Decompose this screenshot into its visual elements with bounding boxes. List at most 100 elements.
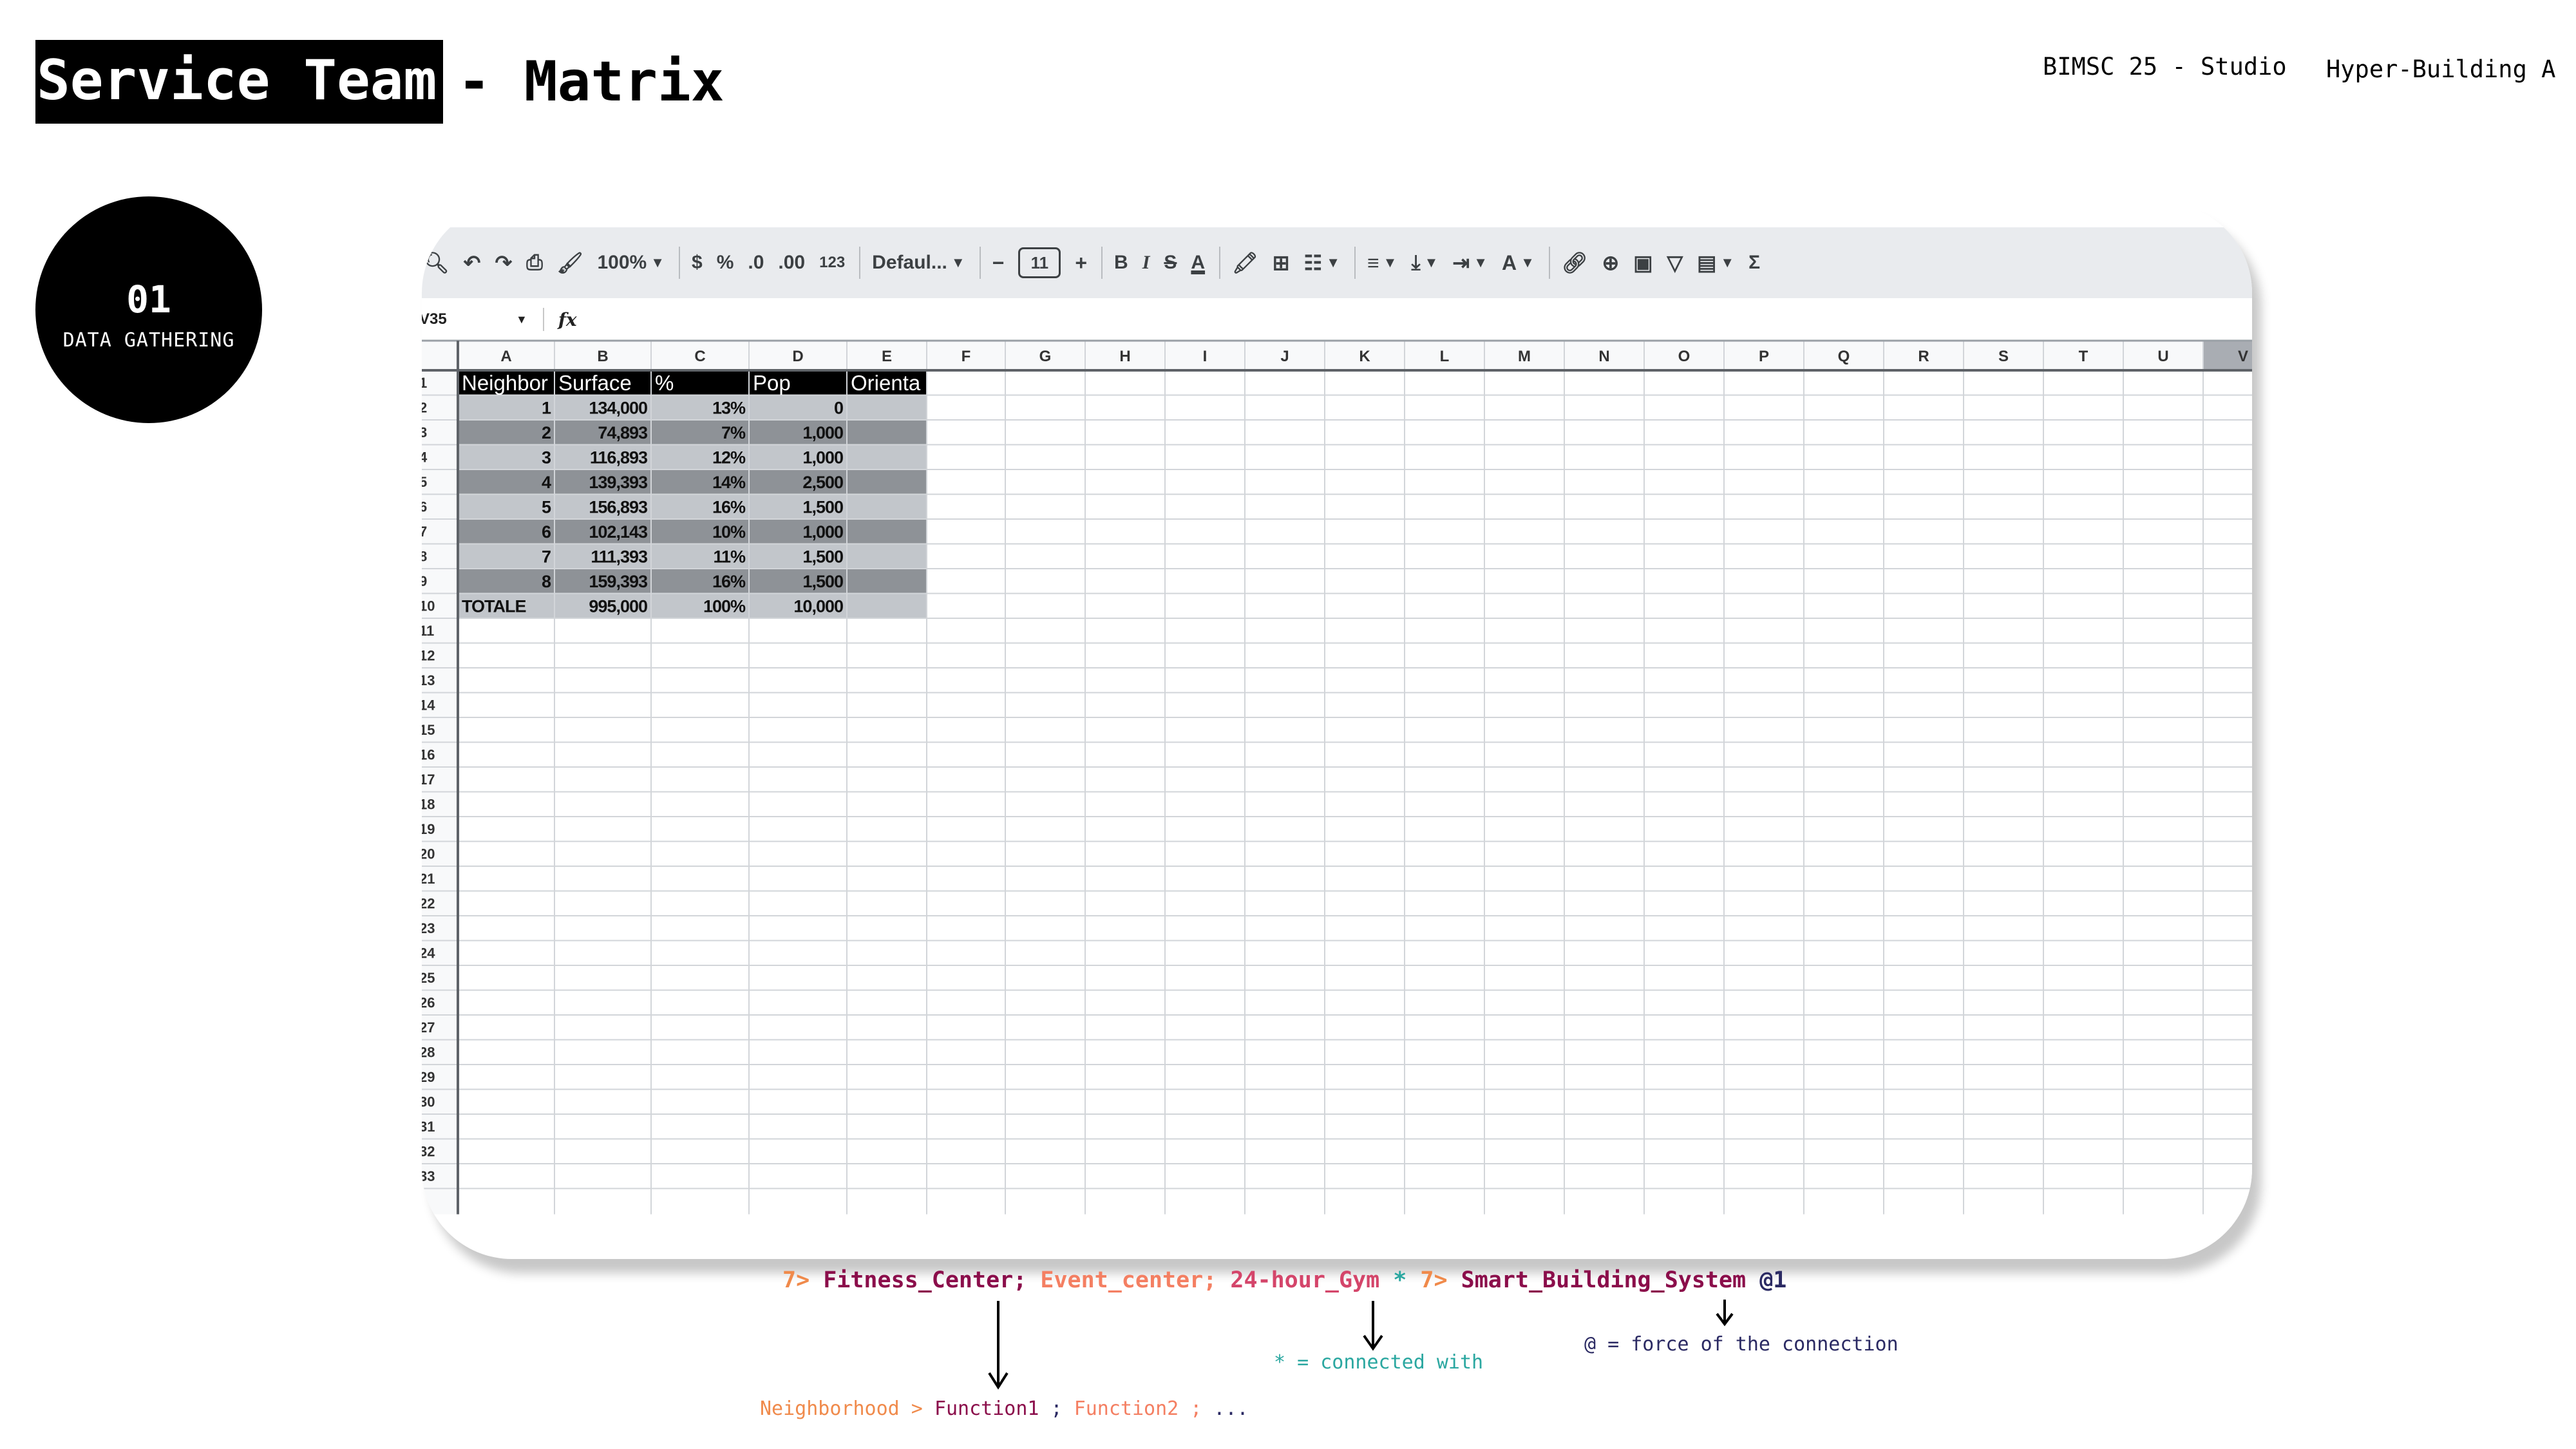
table-cell: 0: [834, 399, 843, 418]
print-icon[interactable]: ⎙: [526, 251, 543, 274]
row-header-label: 26: [422, 995, 435, 1011]
table-row-fill: [458, 569, 927, 594]
font-size-input[interactable]: 11: [1018, 247, 1061, 278]
filter-icon[interactable]: ▽: [1667, 251, 1683, 274]
connected-with-note: * = connected with: [1274, 1351, 1484, 1374]
table-header-cell: %: [655, 371, 674, 395]
row-header-label: 9: [422, 573, 427, 589]
table-cell: 16%: [712, 498, 746, 517]
text-wrap-icon[interactable]: ⇥ ▼: [1452, 251, 1488, 274]
table-cell: 111,393: [591, 547, 648, 567]
align-left-icon[interactable]: ≡ ▼: [1367, 251, 1397, 274]
table-row-fill: [458, 519, 927, 544]
vertical-align-icon[interactable]: ⤓ ▼: [1411, 251, 1439, 274]
row-header-label: 30: [422, 1094, 435, 1110]
table-header-cell: Pop: [753, 371, 791, 395]
comment-icon[interactable]: ⊕: [1602, 251, 1620, 274]
zoom-select[interactable]: 100% ▼: [597, 243, 665, 282]
percent-button[interactable]: %: [716, 252, 734, 273]
number-format-button[interactable]: 123: [819, 254, 846, 271]
section-label: DATA GATHERING: [62, 328, 235, 352]
functions-button[interactable]: Σ: [1748, 252, 1761, 273]
syntax-function2: Event_center;: [1027, 1267, 1217, 1293]
row-header-label: 13: [422, 672, 435, 688]
syntax-target: Smart_Building_System: [1461, 1267, 1747, 1293]
project-label: Hyper-Building A: [2326, 55, 2556, 83]
row-header-label: 2: [422, 400, 427, 416]
sheet-toolbar: 🔍︎ ↶ ↷ ⎙ 🖌︎ 100% ▼ $ % .0 .00 123 Defaul.…: [422, 227, 2252, 298]
spreadsheet-grid[interactable]: A B C D E F G H I J K L M N O P Q R S T U V123456789101112131…: [422, 203, 2252, 1246]
table-cell: 7%: [721, 423, 746, 442]
row-header-label: 33: [422, 1168, 435, 1184]
down-arrow-icon: [1363, 1301, 1383, 1351]
syntax-legend: Neighborhood > Function1 ; Function2 ; .…: [760, 1397, 1249, 1420]
table-cell: 1,000: [802, 448, 843, 468]
italic-button[interactable]: I: [1142, 252, 1150, 273]
search-icon[interactable]: 🔍︎: [423, 251, 450, 274]
bold-button[interactable]: B: [1114, 252, 1128, 273]
force-note: @ = force of the connection: [1584, 1333, 1899, 1356]
toolbar-divider: [679, 247, 680, 279]
column-header-label: S: [1998, 348, 2009, 365]
column-header-label: J: [1280, 348, 1289, 365]
table-header-cell: Neighbor: [462, 371, 548, 395]
row-header-label: 27: [422, 1019, 435, 1036]
legend-ellipsis: ...: [1202, 1397, 1249, 1420]
syntax-prefix2: 7>: [1420, 1267, 1461, 1293]
undo-icon[interactable]: ↶: [463, 251, 481, 274]
row-header-label: 16: [422, 747, 435, 763]
chevron-down-icon[interactable]: ▼: [516, 312, 527, 326]
filter-views-icon[interactable]: ▤ ▼: [1697, 251, 1735, 274]
column-header-label: O: [1678, 348, 1690, 365]
text-rotation-icon[interactable]: A ▼: [1501, 251, 1535, 274]
table-cell: 1,500: [802, 498, 843, 517]
course-label: BIMSC 25 - Studio: [2043, 53, 2287, 80]
row-header-label: 18: [422, 797, 435, 813]
toolbar-divider: [1219, 247, 1221, 279]
row-header-label: 21: [422, 871, 435, 887]
column-header-label: A: [500, 348, 511, 365]
decrease-decimal-button[interactable]: .0: [748, 252, 764, 273]
merge-cells-icon[interactable]: ☷ ▼: [1303, 251, 1340, 274]
row-header-label: 31: [422, 1119, 435, 1135]
font-size-decrease-button[interactable]: −: [992, 251, 1005, 274]
redo-icon[interactable]: ↷: [495, 251, 513, 274]
chevron-down-icon: ▼: [1720, 254, 1735, 270]
borders-icon[interactable]: ⊞: [1272, 251, 1290, 274]
font-size-increase-button[interactable]: +: [1075, 251, 1088, 274]
strikethrough-button[interactable]: S: [1164, 252, 1177, 273]
table-cell: 2,500: [802, 473, 843, 492]
paint-format-icon[interactable]: 🖌︎: [556, 251, 583, 274]
font-select[interactable]: Defaul... ▼: [872, 243, 965, 282]
legend-function1: Function1: [934, 1397, 1039, 1420]
table-cell: 12%: [712, 448, 746, 468]
row-header-label: 23: [422, 920, 435, 936]
text-color-button[interactable]: A: [1191, 252, 1206, 273]
syntax-function1: Fitness_Center;: [823, 1267, 1027, 1293]
legend-semicolon: ;: [1039, 1397, 1074, 1420]
table-cell: 74,893: [598, 423, 648, 442]
column-header-label: Q: [1838, 348, 1850, 365]
chart-icon[interactable]: ▣: [1633, 251, 1653, 274]
fx-icon: fx: [558, 308, 577, 330]
table-row-fill: [458, 494, 927, 519]
currency-button[interactable]: $: [692, 252, 703, 273]
table-row-fill: [458, 395, 927, 420]
section-badge: 01 DATA GATHERING: [35, 196, 262, 423]
row-header-label: 8: [422, 549, 427, 565]
row-header-bar: [422, 341, 458, 1215]
row-header-label: 1: [422, 375, 427, 391]
font-value: Defaul...: [872, 252, 947, 273]
table-header-cell: Surface: [558, 371, 632, 395]
table-cell: 2: [542, 423, 551, 442]
name-box[interactable]: V35: [422, 310, 447, 328]
column-header-label: H: [1119, 348, 1130, 365]
increase-decimal-button[interactable]: .00: [778, 252, 806, 273]
fill-color-icon[interactable]: 🖍︎: [1232, 251, 1258, 274]
link-icon[interactable]: 🔗︎: [1561, 251, 1588, 274]
total-cell: 10,000: [793, 597, 843, 616]
syntax-prefix: 7>: [782, 1267, 824, 1293]
row-header-label: 22: [422, 896, 435, 912]
row-header-label: 3: [422, 424, 427, 440]
table-cell: 7: [542, 547, 551, 567]
